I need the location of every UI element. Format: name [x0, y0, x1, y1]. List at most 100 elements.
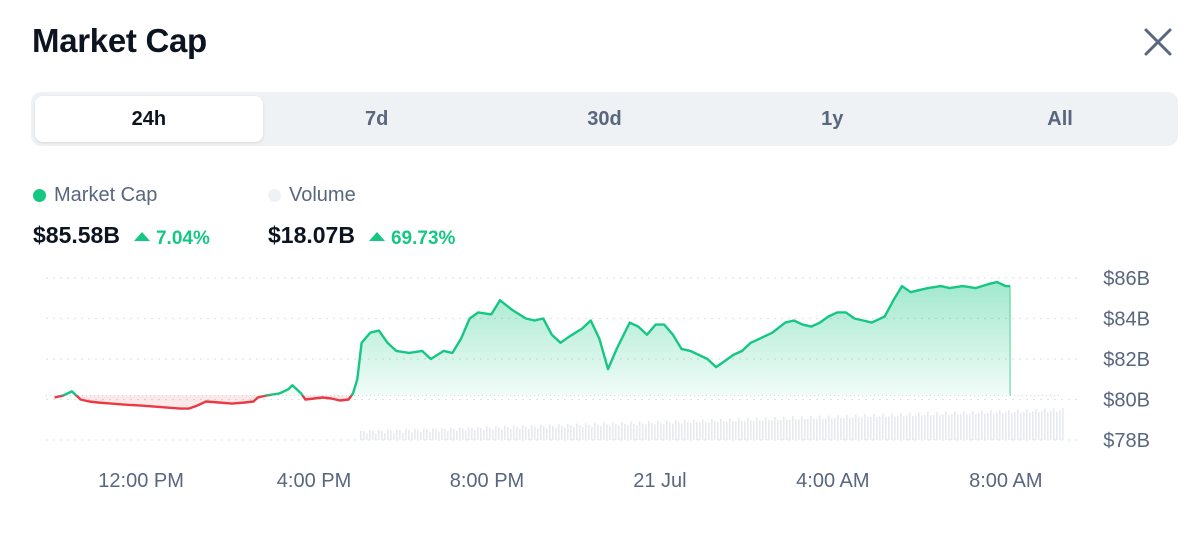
volume-bar — [399, 430, 401, 440]
volume-bar — [474, 430, 476, 440]
volume-bar — [768, 419, 770, 440]
volume-bar — [699, 422, 701, 440]
tab-7d[interactable]: 7d — [365, 107, 389, 130]
volume-bar — [477, 426, 479, 440]
volume-bar — [975, 414, 977, 440]
volume-bar — [765, 417, 767, 440]
volume-bar — [528, 428, 530, 440]
volume-bar — [1026, 409, 1028, 440]
volume-bar — [963, 411, 965, 440]
volume-bar — [696, 421, 698, 440]
volume-bar — [1008, 409, 1010, 440]
volume-bar — [582, 426, 584, 440]
volume-bar — [642, 423, 644, 440]
volume-bar — [876, 416, 878, 440]
volume-bar — [903, 416, 905, 440]
volume-bar — [411, 432, 413, 440]
volume-bar — [681, 423, 683, 440]
tab-all[interactable]: All — [1047, 107, 1073, 130]
volume-bar — [717, 422, 719, 440]
volume-bar — [900, 413, 902, 440]
volume-bar — [450, 427, 452, 440]
volume-bar — [429, 431, 431, 440]
legend-market-cap[interactable]: Market Cap — [33, 184, 157, 207]
volume-dot — [268, 189, 281, 202]
volume-bar — [939, 415, 941, 440]
range-tabs: 24h 7d 30d 1y All — [31, 92, 1178, 146]
close-icon — [1144, 28, 1172, 56]
volume-bar — [960, 413, 962, 440]
volume-bar — [567, 423, 569, 440]
volume-bar — [807, 419, 809, 440]
x-tick-label: 12:00 PM — [98, 470, 184, 492]
volume-bar — [744, 421, 746, 440]
tab-30d[interactable]: 30d — [587, 107, 622, 130]
volume-bar — [420, 432, 422, 440]
volume-bar — [381, 430, 383, 440]
volume-bar — [465, 430, 467, 440]
volume-bar — [894, 416, 896, 440]
volume-bar — [750, 420, 752, 440]
volume-bar — [858, 417, 860, 440]
volume-bar — [1047, 412, 1049, 440]
volume-bar — [783, 416, 785, 440]
volume-bar — [786, 419, 788, 440]
volume-bar — [1062, 408, 1064, 440]
volume-bar — [1032, 411, 1034, 440]
volume-bar — [819, 415, 821, 440]
volume-bar — [1053, 408, 1055, 440]
legend-volume[interactable]: Volume — [268, 184, 356, 207]
volume-bar — [534, 426, 536, 440]
volume-bar — [630, 421, 632, 440]
market-cap-change: 7.04% — [133, 228, 210, 250]
volume-bar — [498, 427, 500, 440]
volume-bar — [1035, 408, 1037, 440]
volume-bar — [756, 417, 758, 440]
volume-bar — [426, 429, 428, 440]
tab-1y[interactable]: 1y — [821, 107, 844, 130]
volume-bar — [705, 421, 707, 440]
volume-bar — [747, 417, 749, 440]
volume-bar — [1023, 411, 1025, 440]
volume-bar — [501, 429, 503, 440]
volume-bar — [873, 413, 875, 440]
volume-bar — [612, 422, 614, 440]
volume-bar — [543, 426, 545, 440]
volume-bar — [813, 418, 815, 440]
volume-value: $18.07B — [268, 222, 355, 248]
volume-bar — [735, 421, 737, 440]
volume-bar — [660, 422, 662, 440]
volume-bar — [366, 433, 368, 440]
volume-bar — [558, 424, 560, 440]
volume-bar — [627, 425, 629, 440]
volume-bar — [723, 421, 725, 440]
volume-bar — [921, 415, 923, 440]
volume-bar — [396, 429, 398, 440]
volume-bar — [966, 414, 968, 440]
volume-bar — [393, 432, 395, 440]
tab-24h[interactable]: 24h — [35, 96, 263, 142]
volume-bar — [516, 426, 518, 440]
volume-bar — [924, 415, 926, 440]
volume-bar — [1029, 412, 1031, 440]
volume-bar — [672, 423, 674, 440]
volume-bar — [633, 423, 635, 440]
volume-bar — [762, 420, 764, 440]
close-button[interactable] — [1140, 24, 1176, 60]
volume-bar — [606, 424, 608, 440]
area-fill-up — [54, 282, 1011, 396]
volume-bar — [771, 420, 773, 440]
volume-bar — [780, 420, 782, 440]
volume-bar — [714, 421, 716, 440]
volume-bar — [423, 428, 425, 440]
volume-bar — [360, 430, 362, 440]
volume-bar — [840, 417, 842, 440]
volume-bar — [645, 424, 647, 440]
volume-bar — [948, 414, 950, 440]
volume-bar — [531, 424, 533, 440]
volume-bar — [522, 425, 524, 440]
volume-bar — [417, 429, 419, 440]
volume-bar — [804, 418, 806, 440]
volume-bar — [753, 420, 755, 440]
